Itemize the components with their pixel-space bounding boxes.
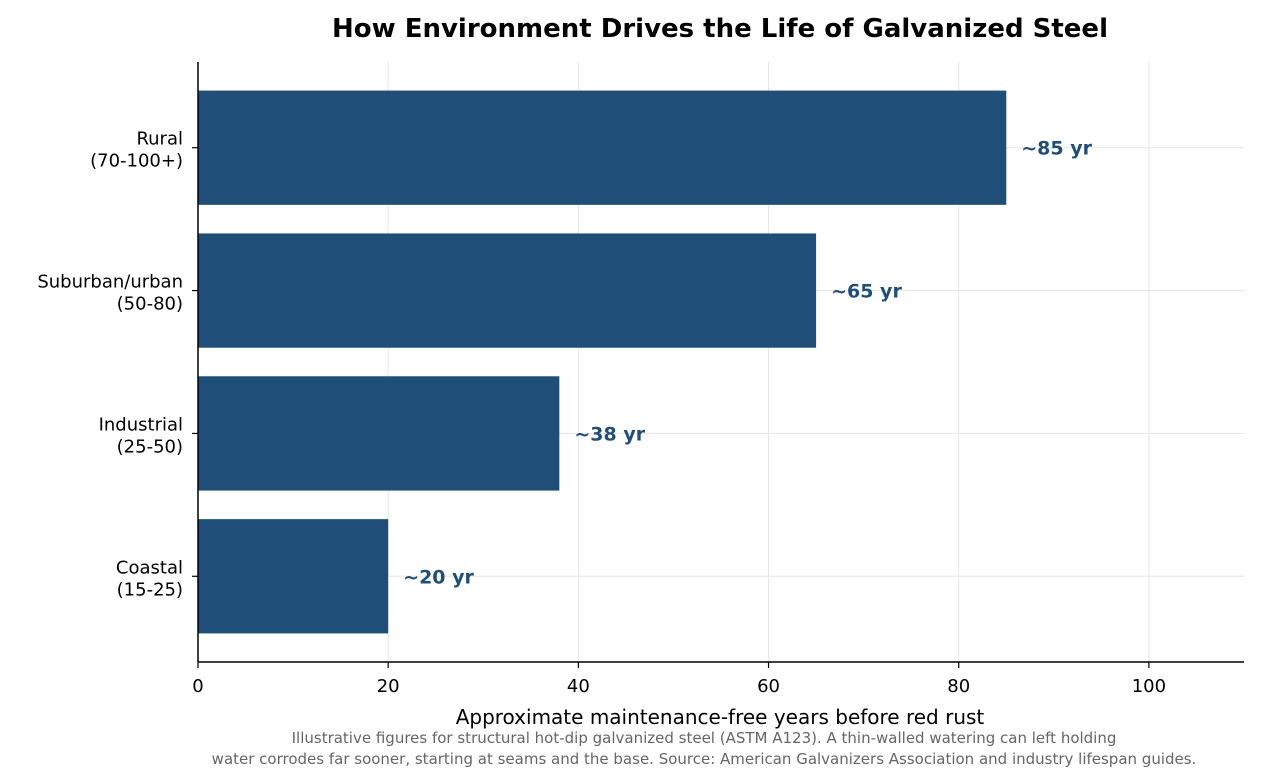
data-labels: ~85 yr ~65 yr ~38 yr ~20 yr [403, 138, 1092, 589]
data-label-1: ~65 yr [831, 281, 902, 303]
y-tick-label-1-line2: (50-80) [117, 294, 183, 315]
x-axis-label: Approximate maintenance-free years befor… [456, 705, 985, 729]
data-label-2: ~38 yr [574, 423, 645, 445]
footnote-line-2: water corrodes far sooner, starting at s… [212, 750, 1197, 768]
x-tick-label-3: 60 [757, 676, 780, 697]
x-tick-label-2: 40 [567, 676, 590, 697]
x-axis-ticks: 0 20 40 60 80 100 [192, 662, 1166, 697]
y-tick-label-2-line2: (25-50) [117, 436, 183, 457]
y-axis-ticks: Rural(70-100+) Suburban/urban(50-80) Indus… [37, 129, 198, 600]
bars [198, 90, 1007, 634]
y-tick-label-1-line1: Suburban/urban [37, 272, 183, 293]
axes [197, 62, 1244, 663]
bar-2 [198, 376, 560, 491]
bar-3 [198, 519, 389, 634]
bar-0 [198, 90, 1007, 205]
data-label-3: ~20 yr [403, 566, 474, 588]
bar-1 [198, 233, 817, 348]
x-tick-label-5: 100 [1132, 676, 1166, 697]
x-tick-label-1: 20 [377, 676, 400, 697]
x-tick-label-0: 0 [192, 676, 203, 697]
y-tick-label-3-line1: Coastal [116, 557, 183, 578]
footnote-line-1: Illustrative figures for structural hot-… [292, 729, 1117, 747]
y-tick-label-0-line2: (70-100+) [90, 151, 183, 172]
y-tick-label-3-line2: (15-25) [117, 579, 183, 600]
y-tick-label-0-line1: Rural [136, 129, 183, 150]
chart-title: How Environment Drives the Life of Galva… [332, 14, 1108, 44]
y-tick-label-2-line1: Industrial [99, 414, 183, 435]
data-label-0: ~85 yr [1021, 138, 1092, 160]
x-tick-label-4: 80 [947, 676, 970, 697]
